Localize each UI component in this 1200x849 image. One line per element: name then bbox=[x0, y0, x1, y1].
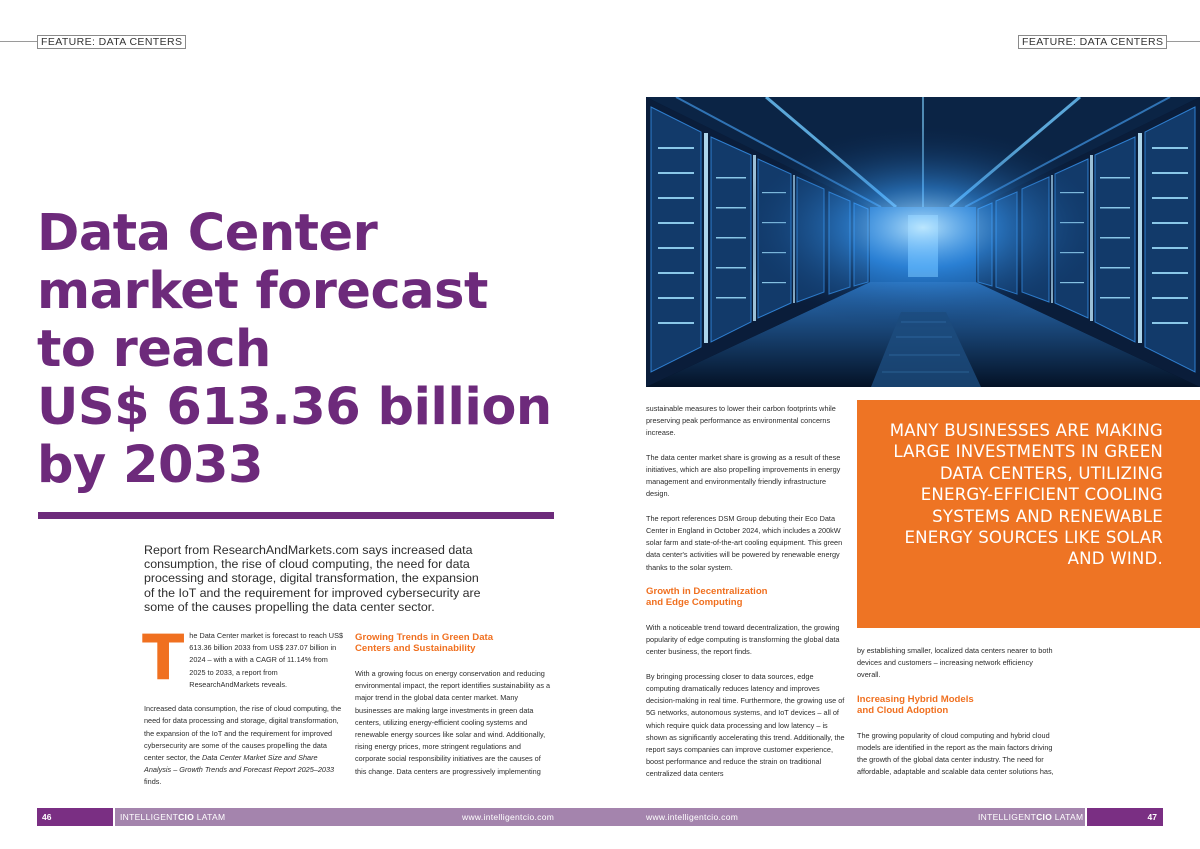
pull-quote-box: MANY BUSINESSES ARE MAKING LARGE INVESTM… bbox=[857, 400, 1200, 628]
body-paragraph: By bringing processing closer to data so… bbox=[646, 671, 845, 779]
section-tag-left: FEATURE: DATA CENTERS bbox=[37, 35, 187, 49]
body-paragraph: sustainable measures to lower their carb… bbox=[646, 404, 836, 438]
page-number-right: 47 bbox=[1087, 808, 1163, 826]
headline-line: by 2033 bbox=[37, 436, 263, 495]
standfirst: Report from ResearchAndMarkets.com says … bbox=[144, 543, 481, 614]
section-tag-right: FEATURE: DATA CENTERS bbox=[1018, 35, 1168, 49]
subheading-line: Centers and Sustainability bbox=[355, 643, 476, 654]
body-text: finds. bbox=[144, 777, 162, 787]
subheading-line: and Edge Computing bbox=[646, 597, 743, 608]
body-paragraph: The growing popularity of cloud computin… bbox=[857, 730, 1054, 777]
brand-light: INTELLIGENT bbox=[120, 812, 179, 822]
body-column-3: sustainable measures to lower their carb… bbox=[646, 403, 848, 781]
footer-bar-right bbox=[600, 808, 1085, 826]
footer-bar-left bbox=[115, 808, 600, 826]
footer-url-right[interactable]: www.intelligentcio.com bbox=[646, 812, 739, 822]
body-paragraph: With a growing focus on energy conservat… bbox=[355, 669, 551, 776]
body-paragraph: The report references DSM Group debuting… bbox=[646, 513, 843, 572]
data-center-photo bbox=[646, 97, 1200, 387]
body-paragraph: The data center market share is growing … bbox=[646, 452, 841, 499]
footer-url-left[interactable]: www.intelligentcio.com bbox=[462, 812, 555, 822]
subheading-line: Growing Trends in Green Data bbox=[355, 632, 494, 643]
headline-line: Data Center bbox=[37, 204, 378, 263]
brand-bold: CIO bbox=[178, 812, 195, 822]
report-title: Data Center Market Size and Share Analys… bbox=[144, 753, 335, 775]
headline-line: to reach bbox=[37, 320, 271, 379]
brand-bold: CIO bbox=[1036, 812, 1053, 822]
body-text: Increased data consumption, the rise of … bbox=[144, 704, 342, 763]
footer-brand-left: INTELLIGENTCIO LATAM bbox=[120, 811, 225, 823]
brand-light: INTELLIGENT bbox=[978, 812, 1037, 822]
subheading-line: Growth in Decentralization bbox=[646, 586, 768, 597]
subheading-line: and Cloud Adoption bbox=[857, 704, 949, 716]
headline-line: market forecast bbox=[37, 262, 488, 321]
headline-line: US$ 613.36 billion bbox=[37, 378, 552, 437]
headline-underline-bar bbox=[38, 512, 554, 519]
body-column-4: by establishing smaller, localized data … bbox=[857, 645, 1057, 779]
header-rule-right bbox=[1163, 41, 1200, 42]
footer-brand-right: INTELLIGENTCIO LATAM bbox=[978, 811, 1083, 823]
subheading-line: Increasing Hybrid Models bbox=[857, 693, 974, 705]
intro-text: he Data Center market is forecast to rea… bbox=[189, 631, 344, 689]
body-paragraph: by establishing smaller, localized data … bbox=[857, 646, 1053, 680]
server-aisle-image bbox=[646, 97, 1200, 387]
drop-cap: T bbox=[142, 621, 185, 694]
header-rule-left bbox=[0, 41, 40, 42]
body-column-2: Growing Trends in Green Data Centers and… bbox=[355, 632, 551, 778]
subheading-hybrid-cloud: Increasing Hybrid Models and Cloud Adopt… bbox=[857, 694, 1057, 716]
pull-quote-text: MANY BUSINESSES ARE MAKING LARGE INVESTM… bbox=[889, 421, 1163, 569]
subheading-edge-computing: Growth in Decentralization and Edge Comp… bbox=[646, 586, 848, 608]
body-paragraph: With a noticeable trend toward decentral… bbox=[646, 623, 840, 657]
subheading-green-trends: Growing Trends in Green Data Centers and… bbox=[355, 632, 551, 654]
article-headline: Data Center market forecast to reach US$… bbox=[37, 205, 597, 495]
page-number-left: 46 bbox=[37, 808, 113, 826]
brand-suffix: LATAM bbox=[1052, 812, 1084, 822]
brand-suffix: LATAM bbox=[194, 812, 226, 822]
body-paragraph: Increased data consumption, the rise of … bbox=[144, 703, 344, 788]
